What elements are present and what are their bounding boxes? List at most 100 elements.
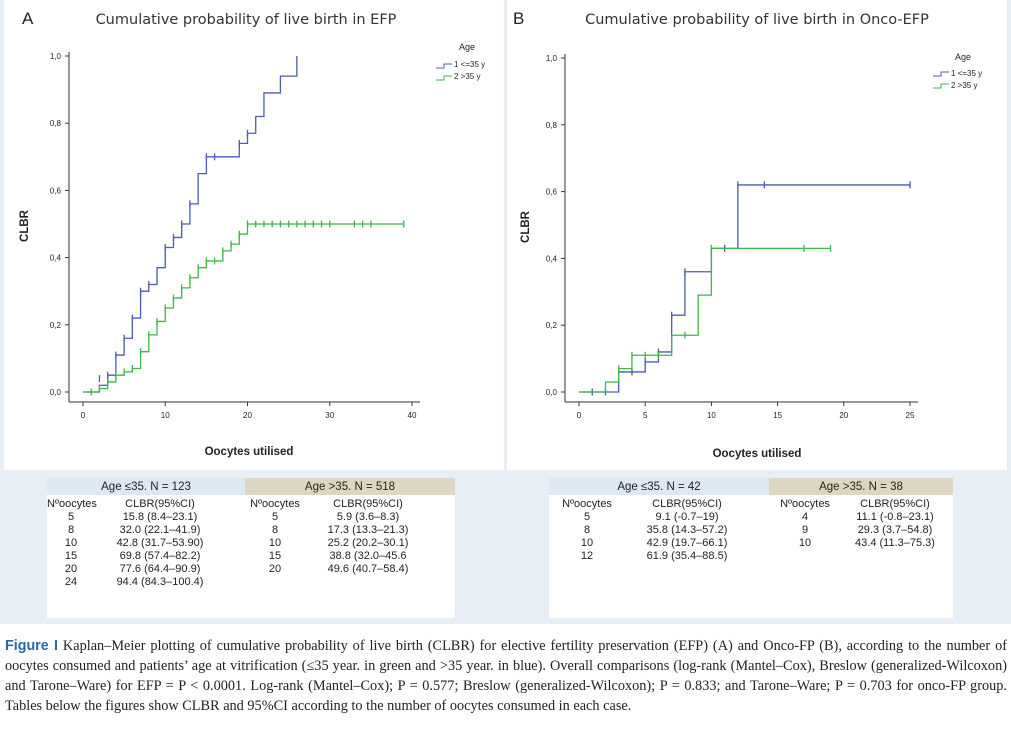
col-clbr: CLBR(95%CI) [333,498,403,510]
col-clbr: CLBR(95%CI) [652,498,722,510]
cell-oocytes: 15 [64,550,78,562]
col-oocytes: Nºoocytes [250,498,300,510]
column-headers: Nºoocytes CLBR(95%CI) [549,498,749,511]
legend-label-young: 1 <=35 y [454,60,485,69]
y-tick-label: 0,0 [546,388,558,397]
table-row: 4 11.1 (-0.8–23.1) [771,511,951,524]
clbr-table-onco: Age ≤35. N = 42 Age >35. N = 38 Nºoocyte… [549,478,953,618]
y-axis-label: CLBR [19,209,31,242]
legend: 1 <=35 y 2 >35 y [933,69,982,90]
km-chart-b: B Cumulative probability of live birth i… [513,9,982,460]
chart-title: Cumulative probability of live birth in … [96,12,397,28]
cell-oocytes: 5 [583,511,591,523]
cell-clbr: 49.6 (40.7–58.4) [327,563,409,575]
old-columns: Nºoocytes CLBR(95%CI) 4 11.1 (-0.8–23.1) 9… [771,498,951,550]
table-row: 10 42.9 (19.7–66.1) [549,537,749,550]
legend-title: Age [955,52,971,62]
x-tick-label: 20 [243,411,252,420]
table-header: Age ≤35. N = 123 Age >35. N = 518 [47,478,455,495]
table-row: 10 25.2 (20.2–30.1) [247,537,433,550]
legend: 1 <=35 y 2 >35 y [436,60,485,81]
panel-letter: B [513,9,524,28]
table-row: 8 17.3 (13.3–21.3) [247,524,433,537]
table-row: 12 61.9 (35.4–88.5) [549,550,749,563]
column-headers: Nºoocytes CLBR(95%CI) [47,498,225,511]
cell-clbr: 35.8 (14.3–57.2) [646,524,728,536]
legend-swatch-young [933,71,949,77]
km-chart-a: A Cumulative probability of live birth i… [19,9,485,458]
cell-clbr: 17.3 (13.3–21.3) [327,524,409,536]
cell-oocytes: 20 [64,563,78,575]
x-axis-label: Oocytes utilised [205,446,294,458]
cell-oocytes: 10 [798,537,812,549]
cell-clbr: 9.1 (-0.7–19) [655,511,719,523]
panel-a: A Cumulative probability of live birth i… [4,0,504,470]
table-row: 24 94.4 (84.3–100.4) [47,576,225,589]
figure-caption: Figure I Kaplan–Meier plotting of cumula… [5,636,1007,716]
cell-oocytes: 12 [580,550,594,562]
legend-label-young: 1 <=35 y [951,69,982,78]
clbr-table-efp: Age ≤35. N = 123 Age >35. N = 518 Nºoocy… [47,478,455,618]
x-tick-label: 0 [81,411,86,420]
panel-letter: A [22,9,34,28]
cell-clbr: 61.9 (35.4–88.5) [646,550,728,562]
table-row: 5 5.9 (3.6–8.3) [247,511,433,524]
legend-swatch-old [436,75,452,81]
y-tick-label: 1,0 [546,54,558,63]
header-age-young: Age ≤35. N = 42 [549,478,769,495]
x-tick-label: 40 [408,411,417,420]
cell-clbr: 42.8 (31.7–53.90) [116,537,204,549]
col-clbr: CLBR(95%CI) [125,498,195,510]
x-tick-label: 10 [161,411,170,420]
table-row: 5 15.8 (8.4–23.1) [47,511,225,524]
cell-oocytes: 10 [580,537,594,549]
table-row: 20 49.6 (40.7–58.4) [247,563,433,576]
cell-clbr: 15.8 (8.4–23.1) [122,511,198,523]
cell-oocytes: 8 [583,524,591,536]
x-tick-label: 0 [577,411,582,420]
series-line-old [579,247,831,393]
cell-clbr: 43.4 (11.3–75.3) [855,537,935,549]
cell-oocytes: 5 [271,511,279,523]
cell-oocytes: 20 [268,563,282,575]
cell-oocytes: 15 [268,550,282,562]
header-age-young: Age ≤35. N = 123 [47,478,245,495]
x-tick-label: 30 [325,411,334,420]
legend-swatch-young [436,63,452,69]
table-row: 8 35.8 (14.3–57.2) [549,524,749,537]
cell-oocytes: 8 [271,524,279,536]
legend-label-old: 2 >35 y [951,81,977,90]
y-axis-label: CLBR [520,210,532,243]
table-row: 20 77.6 (64.4–90.9) [47,563,225,576]
table-row: 8 32.0 (22.1–41.9) [47,524,225,537]
cell-oocytes: 8 [67,524,75,536]
caption-label: Figure I [5,638,58,654]
table-row: 9 29.3 (3.7–54.8) [771,524,951,537]
cell-clbr: 42.9 (19.7–66.1) [646,537,728,549]
series-line-old [83,223,404,393]
y-tick-label: 0,6 [50,186,62,195]
x-tick-label: 20 [839,411,848,420]
y-tick-label: 0,8 [50,119,62,128]
table-row: 10 43.4 (11.3–75.3) [771,537,951,550]
young-columns: Nºoocytes CLBR(95%CI) 5 15.8 (8.4–23.1) 8 3… [47,498,225,589]
y-tick-label: 0,2 [546,321,558,330]
col-clbr: CLBR(95%CI) [860,498,930,510]
table-row: 5 9.1 (-0.7–19) [549,511,749,524]
x-axis-label: Oocytes utilised [713,448,802,460]
col-oocytes: Nºoocytes [47,498,97,510]
y-tick-label: 0,2 [50,321,62,330]
cell-oocytes: 5 [67,511,75,523]
cell-clbr: 29.3 (3.7–54.8) [857,524,933,536]
cell-clbr: 11.1 (-0.8–23.1) [856,511,934,523]
column-headers: Nºoocytes CLBR(95%CI) [771,498,951,511]
legend-title: Age [459,42,475,52]
series-line-young [579,184,910,393]
cell-clbr: 77.6 (64.4–90.9) [119,563,201,575]
x-tick-label: 15 [773,411,782,420]
chart-title: Cumulative probability of live birth in … [585,12,929,28]
cell-clbr: 69.8 (57.4–82.2) [119,550,201,562]
column-headers: Nºoocytes CLBR(95%CI) [247,498,433,511]
cell-oocytes: 10 [64,537,78,549]
